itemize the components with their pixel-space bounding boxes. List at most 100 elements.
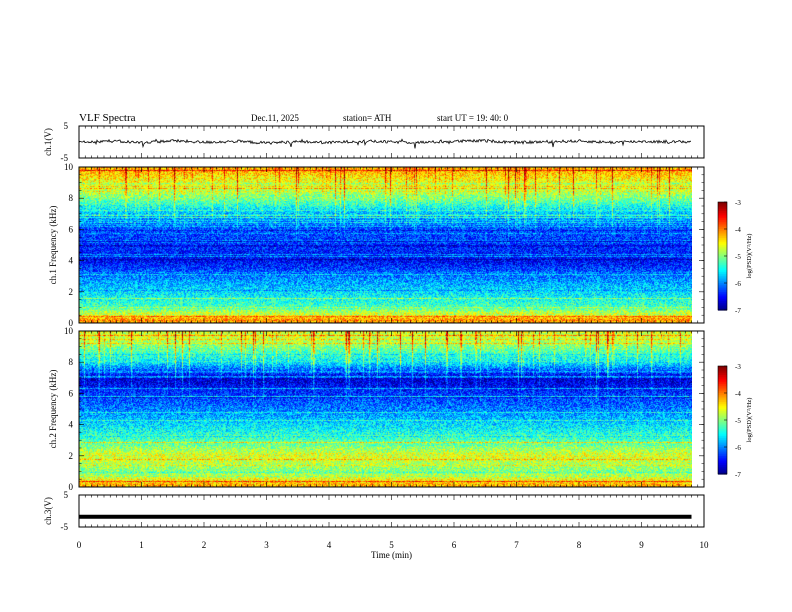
x-tick-label: 2 — [202, 540, 207, 550]
colorbar-step — [718, 450, 727, 453]
colorbar-step — [718, 297, 727, 300]
colorbar-tick-label: -4 — [735, 390, 741, 398]
y-tick-label: 5 — [64, 121, 69, 131]
y-tick-label: 5 — [64, 490, 69, 500]
colorbar-step — [718, 393, 727, 396]
colorbar-step — [718, 427, 727, 430]
colorbar-step — [718, 376, 727, 380]
colorbar-step — [718, 457, 727, 461]
colorbar-step — [718, 272, 727, 275]
colorbar-step — [718, 202, 727, 205]
y-axis-label: ch.1 Frequency (kHz) — [48, 206, 58, 285]
x-tick-label: 1 — [139, 540, 144, 550]
colorbar-step — [718, 227, 727, 230]
colorbar-step — [718, 221, 727, 225]
colorbar-step — [718, 245, 727, 248]
y-tick-label: 2 — [69, 287, 74, 297]
colorbar-tick-label: -5 — [735, 253, 741, 261]
station-label: station= ATH — [343, 113, 392, 123]
colorbar-step — [718, 375, 727, 378]
colorbar-step — [718, 257, 727, 261]
colorbar-step — [718, 396, 727, 399]
colorbar-step — [718, 407, 727, 410]
colorbar-step — [718, 468, 727, 471]
y-tick-label: 6 — [69, 224, 74, 234]
colorbar-step — [718, 411, 727, 414]
panel-frame-2 — [78, 166, 705, 324]
y-tick-label: 10 — [64, 162, 74, 172]
colorbar-step — [718, 290, 727, 293]
colorbar-step — [718, 225, 727, 228]
colorbar-tick-label: -7 — [735, 307, 741, 315]
colorbar-step — [718, 394, 727, 398]
colorbar-step — [718, 448, 727, 452]
colorbar-step — [718, 205, 727, 208]
colorbar-step — [718, 236, 727, 239]
colorbar-step — [718, 261, 727, 264]
colorbar-step — [718, 461, 727, 464]
colorbar-step — [718, 281, 727, 284]
colorbar-step — [718, 250, 727, 253]
date-label: Dec.11, 2025 — [251, 113, 299, 123]
colorbar-label: log(PSD)(V²/Hz) — [746, 234, 753, 279]
colorbar-step — [718, 295, 727, 298]
y-tick-label: 0 — [69, 482, 74, 492]
colorbar-step — [718, 265, 727, 268]
colorbar-step — [718, 438, 727, 441]
colorbar-step — [718, 439, 727, 443]
x-tick-label: 3 — [264, 540, 269, 550]
colorbar-step — [718, 209, 727, 212]
colorbar-step — [718, 398, 727, 401]
colorbar-step — [718, 268, 727, 271]
colorbar-step — [718, 389, 727, 392]
start-time-label: start UT = 19: 40: 0 — [437, 113, 509, 123]
colorbar-step — [718, 277, 727, 280]
colorbar-tick-label: -3 — [735, 363, 741, 371]
colorbar-step — [718, 459, 727, 462]
colorbar-step — [718, 216, 727, 219]
colorbar-step — [718, 270, 727, 273]
panel-frame-3 — [78, 330, 705, 488]
colorbar-step — [718, 239, 727, 243]
colorbar-step — [718, 223, 727, 226]
colorbar-step — [718, 456, 727, 459]
colorbar-step — [718, 412, 727, 416]
colorbar-step — [718, 229, 727, 232]
colorbar-step — [718, 466, 727, 470]
y-axis-label: ch.1(V) — [43, 128, 53, 156]
x-axis-label: Time (min) — [371, 550, 412, 560]
y-tick-label: 8 — [69, 357, 74, 367]
colorbar-step — [718, 405, 727, 408]
colorbar-step — [718, 293, 727, 297]
colorbar-step — [718, 403, 727, 407]
y-tick-label: -5 — [61, 522, 69, 532]
colorbar-step — [718, 371, 727, 374]
x-tick-label: 10 — [700, 540, 710, 550]
colorbar-step — [718, 384, 727, 387]
colorbar-step — [718, 423, 727, 426]
figure-title: VLF Spectra — [79, 112, 136, 124]
colorbar-step — [718, 302, 727, 306]
colorbar-step — [718, 385, 727, 389]
colorbar-step — [718, 207, 727, 210]
colorbar-step — [718, 230, 727, 234]
colorbar-step — [718, 373, 727, 376]
y-axis-label: ch.2 Frequency (kHz) — [48, 370, 58, 449]
x-tick-label: 5 — [389, 540, 394, 550]
colorbar-step — [718, 274, 727, 277]
colorbar-step — [718, 369, 727, 372]
y-tick-label: 8 — [69, 193, 74, 203]
y-tick-label: 4 — [69, 256, 74, 266]
colorbar-step — [718, 420, 727, 423]
colorbar-tick-label: -3 — [735, 199, 741, 207]
y-tick-label: -5 — [61, 153, 69, 163]
colorbar-step — [718, 254, 727, 257]
colorbar-step — [718, 430, 727, 434]
x-tick-label: 4 — [327, 540, 332, 550]
colorbar-tick-label: -6 — [735, 280, 741, 288]
colorbar-step — [718, 212, 727, 216]
colorbar-step — [718, 308, 727, 311]
colorbar-step — [718, 247, 727, 250]
colorbar-step — [718, 387, 727, 390]
colorbar-tick-label: -4 — [735, 226, 741, 234]
